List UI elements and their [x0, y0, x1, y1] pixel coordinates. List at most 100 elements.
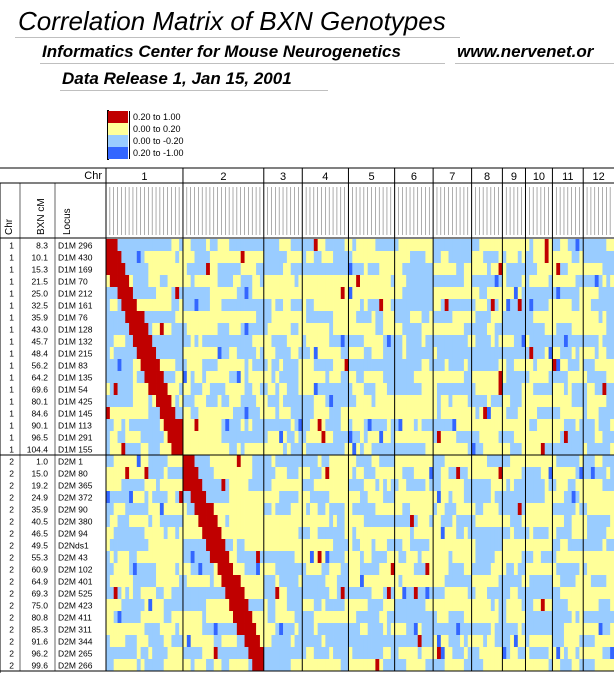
heatmap-cell [540, 407, 546, 420]
heatmap-cell [544, 647, 549, 660]
heatmap-cell [179, 383, 184, 396]
heatmap-cell [575, 443, 580, 456]
heatmap-cell [286, 251, 292, 264]
heatmap-cell [490, 611, 496, 624]
heatmap-cell [502, 515, 507, 528]
heatmap-cell [471, 395, 476, 408]
heatmap-cell [175, 491, 180, 504]
heatmap-cell [336, 335, 342, 348]
heatmap-cell [117, 587, 122, 600]
heatmap-cell [225, 443, 230, 456]
heatmap-cell [413, 443, 419, 456]
heatmap-cell [410, 515, 415, 528]
heatmap-cell [198, 335, 203, 348]
heatmap-cell [583, 623, 588, 636]
heatmap-cell [140, 287, 145, 300]
website-link[interactable]: www.nervenet.or [457, 42, 594, 61]
heatmap-cell [494, 503, 499, 516]
heatmap-cell [390, 371, 396, 384]
heatmap-cell [259, 263, 265, 276]
heatmap-cell [402, 503, 407, 516]
heatmap-cell [552, 539, 557, 552]
heatmap-cell [517, 611, 523, 624]
heatmap-cell [383, 587, 388, 600]
heatmap-cell [471, 239, 476, 252]
heatmap-cell [529, 419, 534, 432]
heatmap-cell [379, 347, 384, 360]
heatmap-cell [467, 347, 473, 360]
heatmap-cell [236, 263, 242, 276]
heatmap-cell [244, 275, 249, 288]
heatmap-cell [367, 539, 372, 552]
heatmap-cell [271, 491, 276, 504]
heatmap-cell [271, 587, 276, 600]
heatmap-cell [194, 563, 199, 576]
heatmap-cell [171, 491, 176, 504]
heatmap-cell [252, 611, 257, 624]
heatmap-cell [171, 359, 176, 372]
heatmap-cell [525, 347, 530, 360]
heatmap-cell [213, 539, 219, 552]
heatmap-cell [321, 263, 326, 276]
heatmap-cell [456, 407, 461, 420]
heatmap-cell [348, 311, 353, 324]
heatmap-cell [583, 455, 588, 468]
heatmap-cell [360, 323, 365, 336]
heatmap-cell [233, 287, 238, 300]
heatmap-cell [394, 515, 399, 528]
heatmap-cell [371, 563, 376, 576]
heatmap-cell [340, 347, 346, 360]
heatmap-cell [298, 347, 303, 360]
heatmap-cell [533, 659, 538, 672]
heatmap-cell [132, 491, 138, 504]
heatmap-cell [113, 563, 118, 576]
heatmap-cell [506, 383, 511, 396]
heatmap-cell [213, 575, 219, 588]
heatmap-cell [109, 491, 115, 504]
heatmap-cell [556, 443, 561, 456]
heatmap-cell [571, 539, 576, 552]
heatmap-cell [209, 251, 215, 264]
heatmap-cell [132, 359, 138, 372]
heatmap-cell [421, 575, 426, 588]
heatmap-cell [510, 551, 515, 564]
heatmap-cell [144, 431, 149, 444]
heatmap-cell [163, 395, 168, 408]
heatmap-cell [302, 623, 307, 636]
heatmap-cell [594, 587, 600, 600]
heatmap-cell [460, 599, 465, 612]
heatmap-cell [248, 587, 253, 600]
heatmap-cell [413, 299, 419, 312]
heatmap-cell [206, 407, 211, 420]
heatmap-cell [217, 503, 222, 516]
heatmap-cell [386, 311, 392, 324]
heatmap-cell [502, 359, 507, 372]
heatmap-cell [436, 443, 442, 456]
heatmap-cell [406, 527, 411, 540]
heatmap-cell [510, 359, 515, 372]
heatmap-cell [510, 311, 515, 324]
heatmap-cell [367, 311, 372, 324]
heatmap-cell [506, 371, 511, 384]
heatmap-cell [386, 395, 392, 408]
heatmap-cell [502, 275, 507, 288]
heatmap-cell [275, 395, 280, 408]
row-chr-label: 1 [9, 252, 14, 262]
heatmap-cell [333, 251, 338, 264]
heatmap-cell [548, 503, 553, 516]
heatmap-cell [163, 527, 168, 540]
heatmap-cell [367, 347, 372, 360]
heatmap-cell [206, 455, 211, 468]
heatmap-cell [171, 311, 176, 324]
heatmap-cell [579, 455, 584, 468]
heatmap-cell [267, 491, 272, 504]
heatmap-cell [290, 635, 295, 648]
heatmap-cell [106, 287, 111, 300]
heatmap-cell [163, 311, 168, 324]
heatmap-cell [352, 263, 357, 276]
heatmap-cell [475, 575, 480, 588]
heatmap-cell [487, 527, 492, 540]
heatmap-cell [421, 371, 426, 384]
heatmap-cell [140, 407, 145, 420]
heatmap-cell [487, 407, 492, 420]
